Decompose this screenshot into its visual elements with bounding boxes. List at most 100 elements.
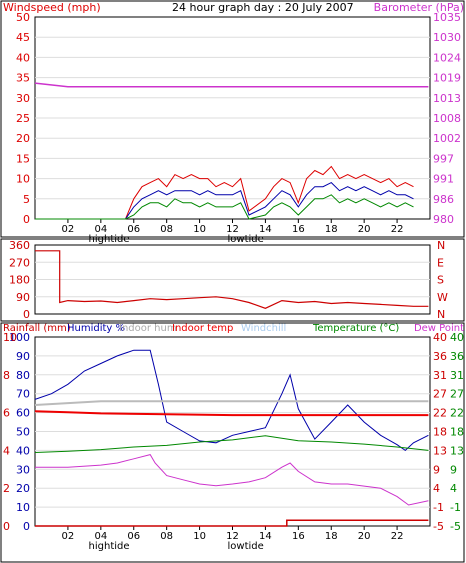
humidity-axis-tick: 50: [16, 426, 30, 439]
temperature-axis-tick: 4: [433, 482, 440, 495]
wind-x-axis-tide-label: lowtide: [228, 234, 264, 245]
rain-axis-tick: 8: [3, 369, 10, 382]
temperature-axis-tick: 31: [433, 369, 447, 382]
windspeed-axis-tick: 20: [16, 132, 30, 145]
temp-x-axis-xtick-label: 18: [325, 531, 338, 542]
legend-rainfall: Rainfall (mm): [3, 323, 71, 334]
temp-x-axis-xtick-label: 10: [193, 531, 206, 542]
temperature-line-3: [34, 435, 429, 453]
temperature-axis-tick: 40: [433, 331, 447, 344]
temperature-axis-tick: 9: [433, 463, 440, 476]
barometer-axis-tick: 1024: [433, 51, 461, 64]
barometer-axis-tick: 1030: [433, 31, 461, 44]
temp-x-axis-xtick-label: 02: [62, 531, 75, 542]
barometer-axis-tick: 1008: [433, 112, 461, 125]
temperature-axis-inner-tick: 4: [450, 482, 457, 495]
temperature-axis-inner-tick: 27: [450, 388, 464, 401]
compass-axis-tick: S: [437, 274, 444, 287]
rain-axis-tick: 4: [3, 444, 10, 457]
humidity-axis-tick: 80: [16, 369, 30, 382]
legend-humidity: Humidity %: [67, 323, 125, 334]
direction-axis-tick: 90: [16, 291, 30, 304]
temperature-axis-inner-tick: 9: [450, 463, 457, 476]
barometer-axis-tick: 1019: [433, 72, 461, 85]
wind-x-axis-tide-label: hightide: [89, 234, 130, 245]
temperature-axis-inner-tick: 36: [450, 350, 464, 363]
temp-x-axis-xtick-label: 08: [160, 531, 173, 542]
temperature-axis-inner-tick: -5: [450, 520, 461, 533]
humidity-line-1: [34, 400, 429, 406]
wind-series-line-0: [35, 165, 414, 220]
windspeed-axis-tick: 15: [16, 152, 30, 165]
temperature-axis-inner-tick: 13: [450, 444, 464, 457]
windspeed-axis-tick: 25: [16, 112, 30, 125]
temperature-axis-inner-tick: 31: [450, 369, 464, 382]
barometer-axis-tick: 1002: [433, 132, 461, 145]
barometer-axis-title: Barometer (hPa): [374, 1, 464, 14]
legend-indoor-temp: Indoor temp: [172, 323, 233, 334]
temp-x-axis-xtick-label: 12: [226, 531, 239, 542]
humidity-axis-tick: 70: [16, 388, 30, 401]
windspeed-axis-tick: 45: [16, 31, 30, 44]
humidity-axis-tick: 30: [16, 463, 30, 476]
temp-x-axis-xtick-label: 20: [358, 531, 371, 542]
barometer-axis-tick: 991: [433, 173, 454, 186]
wind-x-axis-xtick-label: 12: [226, 224, 239, 235]
wind-x-axis-xtick-label: 10: [193, 224, 206, 235]
humidity-axis-tick: 10: [16, 501, 30, 514]
wind-series-line-1: [35, 181, 414, 220]
humidity-axis-tick: 90: [16, 350, 30, 363]
temp-panel-frame: [0, 322, 465, 563]
humidity-axis-tick: 20: [16, 482, 30, 495]
windspeed-axis-tick: 35: [16, 72, 30, 85]
direction-axis-tick: 180: [9, 274, 30, 287]
wind-x-axis-xtick-label: 14: [259, 224, 272, 235]
rain-axis-tick: 2: [3, 482, 10, 495]
temperature-axis-tick: 18: [433, 426, 447, 439]
temperature-axis-tick: 27: [433, 388, 447, 401]
humidity-axis-tick: 100: [9, 331, 30, 344]
wind-x-axis-xtick-label: 02: [62, 224, 75, 235]
chart-title: 24 hour graph day : 20 July 2007: [172, 1, 354, 14]
windspeed-axis-title: Windspeed (mph): [3, 1, 101, 14]
legend-indoor-hum: Indoor hum: [119, 323, 177, 334]
humidity-axis-tick: 0: [23, 520, 30, 533]
wind-x-axis-xtick-label: 08: [160, 224, 173, 235]
legend-windchill: Windchill: [241, 323, 286, 334]
barometer-line: [34, 82, 429, 88]
rain-axis-tick: 10: [3, 331, 17, 344]
temperature-axis-tick: 36: [433, 350, 447, 363]
legend-dew-point: Dew Point: [414, 323, 464, 334]
windspeed-axis-tick: 40: [16, 51, 30, 64]
temp-x-axis-xtick-label: 14: [259, 531, 272, 542]
wind-x-axis-xtick-label: 04: [94, 224, 107, 235]
temperature-axis-tick: 22: [433, 407, 447, 420]
temperature-axis-inner-tick: 40: [450, 331, 464, 344]
wind-x-axis-xtick-label: 06: [127, 224, 140, 235]
wind-x-axis-xtick-label: 20: [358, 224, 371, 235]
wind-series-line-2: [35, 194, 414, 220]
compass-axis-tick: W: [437, 291, 448, 304]
temp-x-axis-xtick-label: 04: [94, 531, 107, 542]
wind-panel-frame: [0, 0, 465, 238]
temp-x-axis-xtick-label: 22: [391, 531, 404, 542]
direction-line: [35, 250, 429, 309]
temp-x-axis-xtick-label: 16: [292, 531, 305, 542]
barometer-axis-tick: 980: [433, 213, 454, 226]
humidity-axis-tick: 60: [16, 407, 30, 420]
rain-axis-tick: 6: [3, 407, 10, 420]
direction-panel-frame: [0, 238, 465, 322]
rainfall-line: [35, 519, 429, 527]
temp-x-axis-xtick-label: 06: [127, 531, 140, 542]
direction-axis-tick: 360: [9, 239, 30, 252]
temperature-axis-inner-tick: -1: [450, 501, 461, 514]
barometer-axis-tick: 986: [433, 193, 454, 206]
windspeed-axis-tick: 10: [16, 173, 30, 186]
humidity-line-0: [34, 349, 429, 452]
rain-axis-tick: 0: [3, 520, 10, 533]
windspeed-axis-tick: 30: [16, 92, 30, 105]
temperature-axis-tick: -1: [433, 501, 444, 514]
barometer-axis-tick: 1035: [433, 11, 461, 24]
